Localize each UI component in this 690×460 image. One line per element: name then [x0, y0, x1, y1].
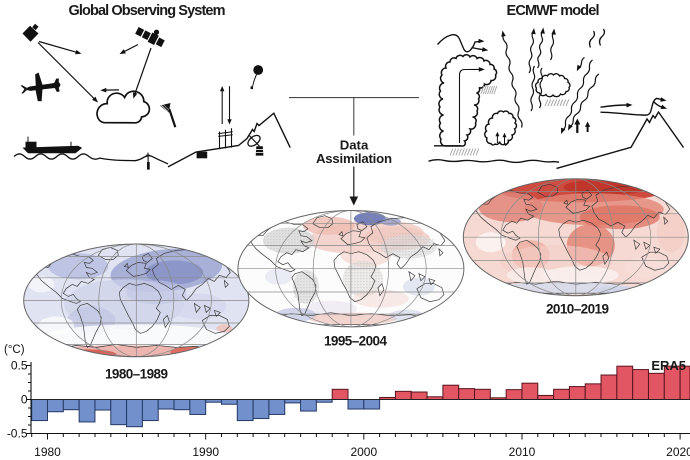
- svg-text:1990: 1990: [192, 445, 219, 459]
- svg-text:2020: 2020: [666, 445, 690, 459]
- svg-text:ERA5: ERA5: [651, 358, 686, 373]
- svg-text:Assimilation: Assimilation: [316, 151, 392, 166]
- svg-text:1980–1989: 1980–1989: [105, 367, 168, 382]
- svg-text:(°C): (°C): [4, 344, 25, 356]
- svg-text:ECMWF model: ECMWF model: [507, 3, 600, 19]
- svg-text:Data: Data: [340, 138, 369, 153]
- svg-text:0: 0: [21, 393, 28, 407]
- svg-text:2000: 2000: [350, 445, 377, 459]
- svg-text:-0.5: -0.5: [7, 427, 28, 441]
- svg-text:2010–2019: 2010–2019: [546, 302, 609, 317]
- svg-text:1995–2004: 1995–2004: [324, 334, 387, 349]
- svg-text:Global Observing System: Global Observing System: [69, 3, 226, 19]
- svg-text:1980: 1980: [34, 445, 61, 459]
- svg-text:2010: 2010: [509, 445, 536, 459]
- svg-text:0.5: 0.5: [11, 359, 28, 373]
